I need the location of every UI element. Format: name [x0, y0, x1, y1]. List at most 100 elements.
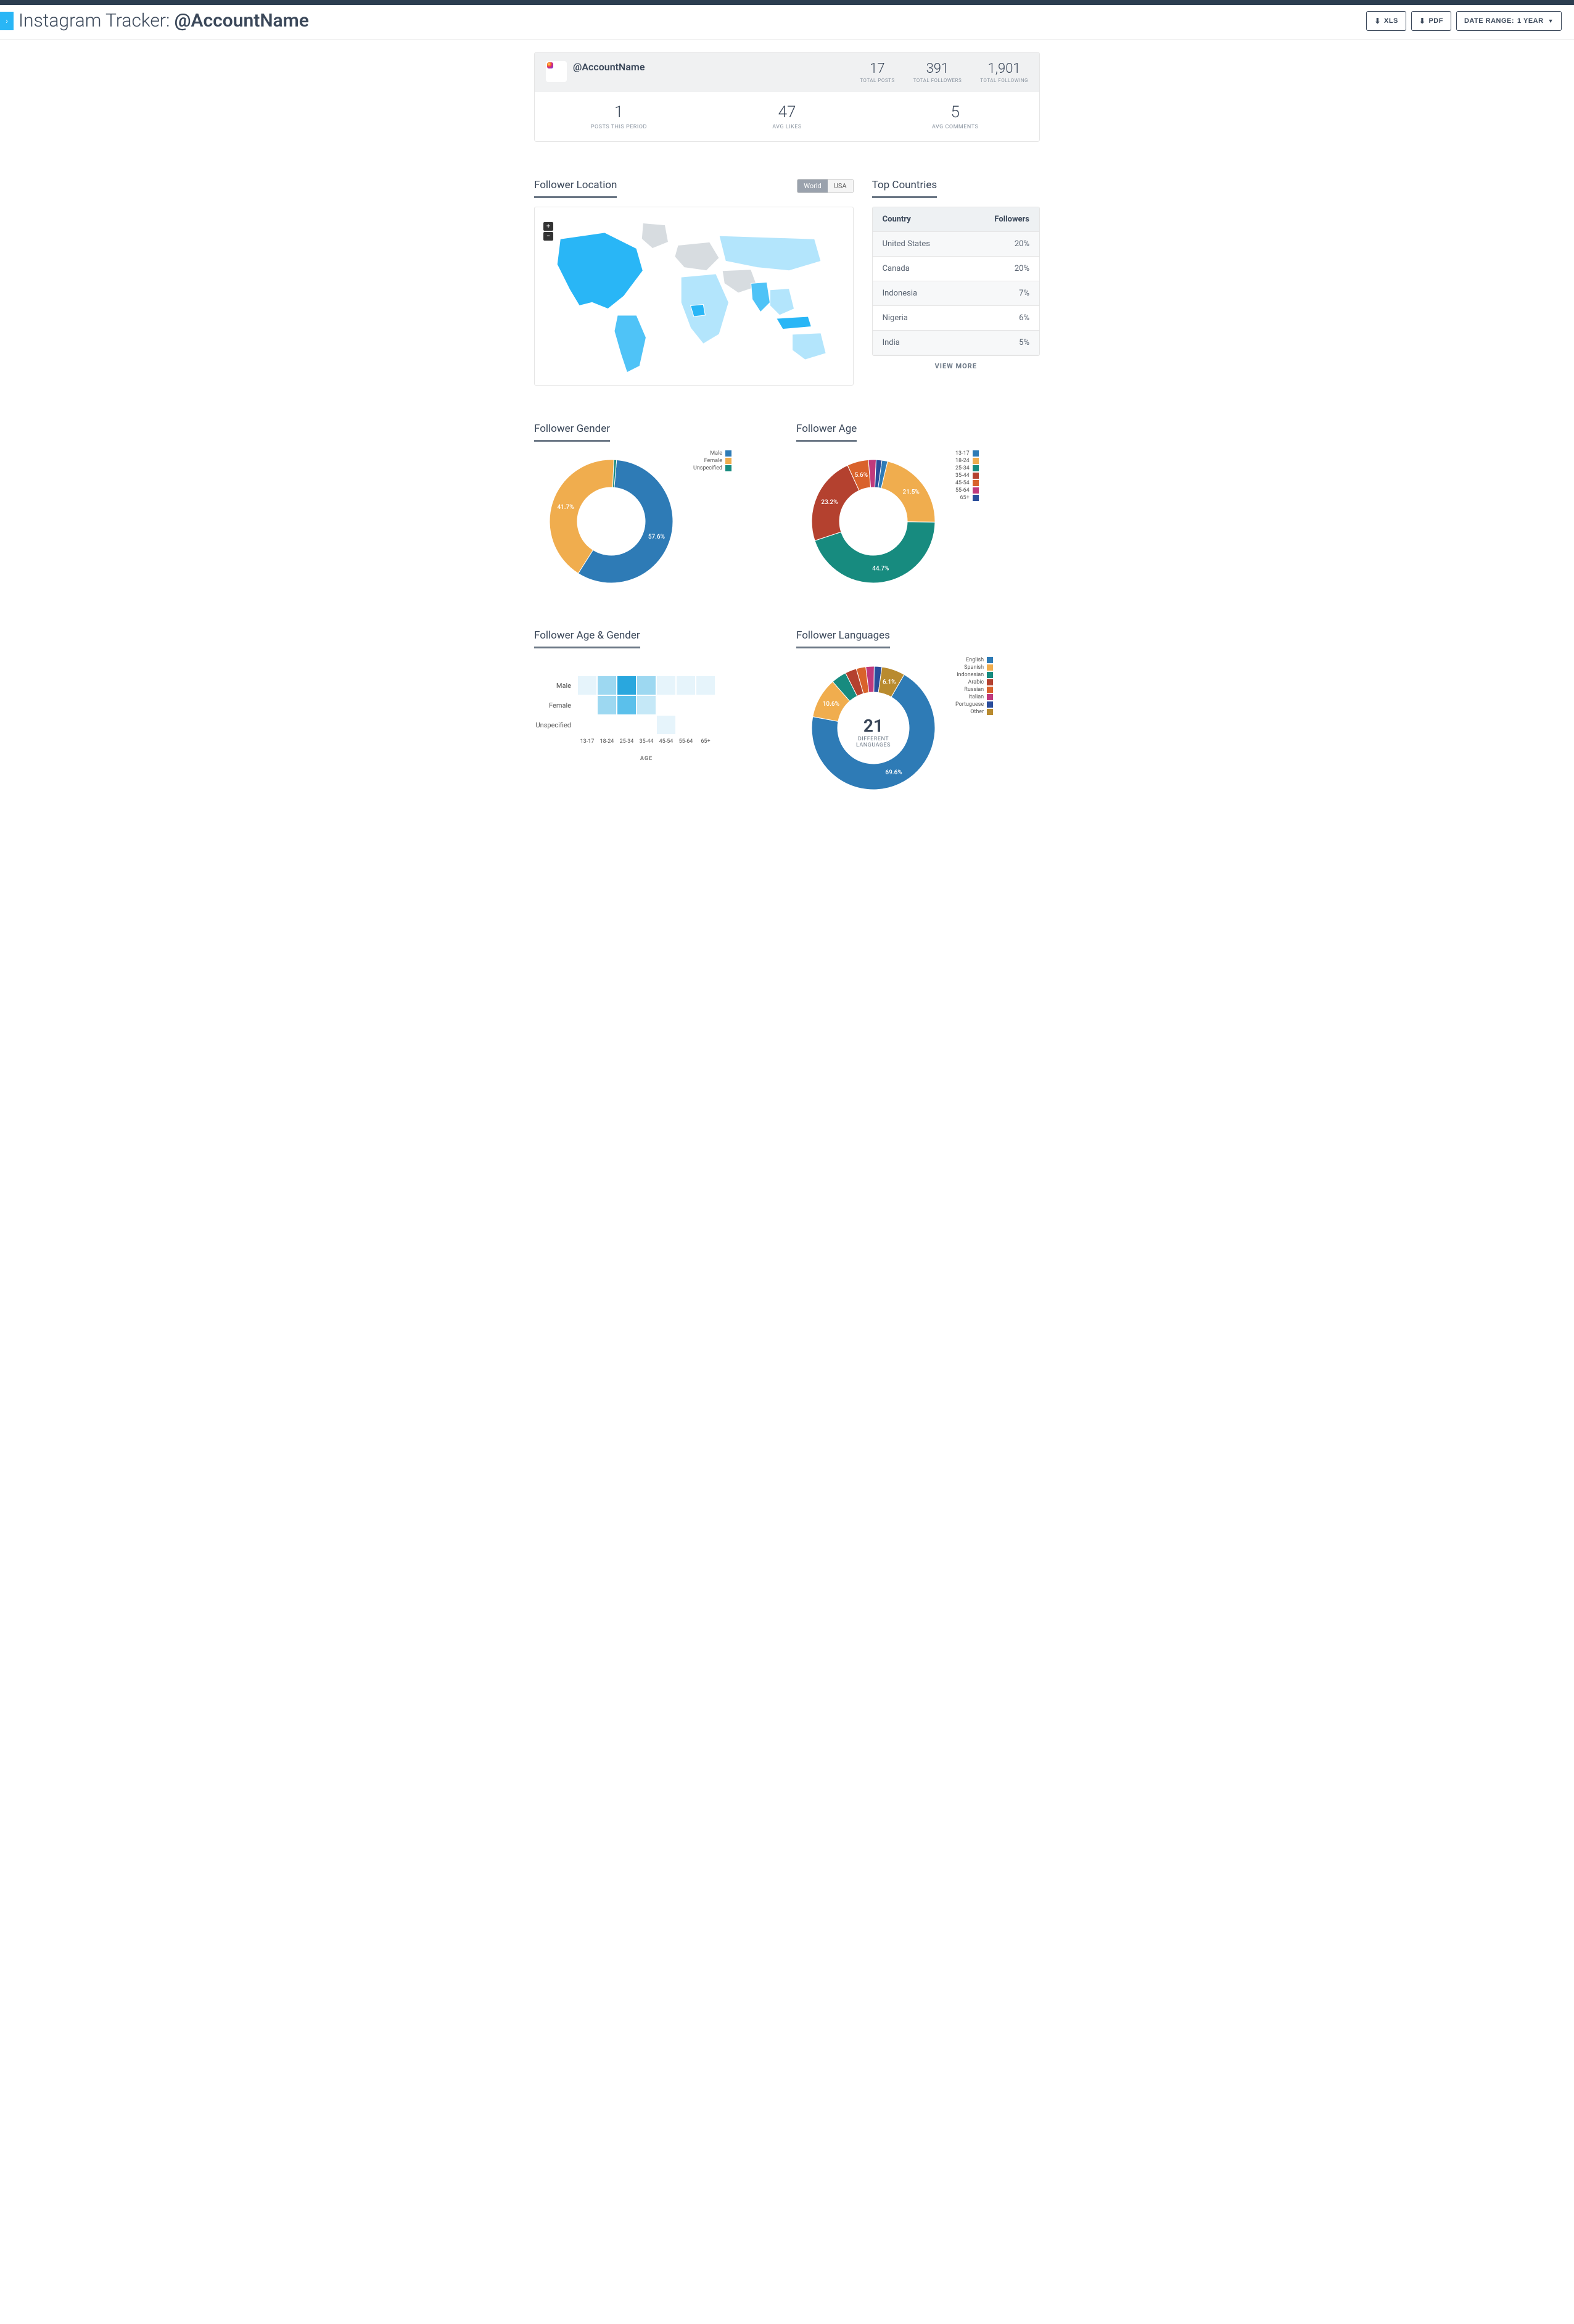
stat-label: TOTAL POSTS	[860, 78, 894, 83]
page-title-prefix: Instagram Tracker:	[19, 10, 170, 31]
legend-label: 55-64	[955, 487, 970, 494]
stat-label: AVG COMMENTS	[871, 124, 1039, 130]
stat-label: TOTAL FOLLOWERS	[913, 78, 962, 83]
heatmap-row: Unspecified	[534, 715, 778, 735]
slice-label: 41.7%	[557, 504, 574, 511]
heatmap-x-label: 18-24	[597, 738, 617, 745]
slice-label: 5.6%	[855, 472, 868, 479]
country-name: India	[883, 338, 1020, 347]
follower-languages-title: Follower Languages	[796, 629, 890, 648]
heatmap-cell	[696, 695, 715, 715]
map-region	[777, 316, 812, 329]
legend-swatch	[725, 465, 731, 471]
summary-header: @AccountName 17TOTAL POSTS391TOTAL FOLLO…	[535, 52, 1039, 92]
legend-label: English	[966, 657, 984, 663]
col-country: Country	[883, 215, 995, 224]
export-xls-button[interactable]: ⬇ XLS	[1366, 11, 1406, 31]
stat-value: 1	[535, 103, 703, 122]
date-range-label: DATE RANGE:	[1464, 17, 1514, 25]
summary-stat: 17TOTAL POSTS	[860, 61, 894, 83]
legend-item: 45-54	[955, 480, 979, 486]
legend-item: 55-64	[955, 487, 979, 494]
heatmap-cell	[577, 715, 597, 735]
map-toggle-usa[interactable]: USA	[828, 180, 853, 192]
age-legend: 13-1718-2425-3435-4445-5455-6465+	[955, 450, 979, 592]
legend-swatch	[725, 458, 731, 464]
view-more-button[interactable]: VIEW MORE	[872, 356, 1040, 376]
map-region	[719, 236, 821, 271]
country-name: United States	[883, 239, 1015, 249]
legend-label: 13-17	[955, 450, 970, 457]
legend-swatch	[987, 672, 993, 678]
slice-label: 44.7%	[872, 566, 889, 573]
slice-label: 57.6%	[648, 534, 665, 540]
followers-pct: 7%	[1019, 289, 1029, 298]
legend-swatch	[987, 701, 993, 708]
legend-swatch	[973, 487, 979, 494]
legend-label: Unspecified	[693, 465, 722, 471]
heatmap-x-label: 35-44	[637, 738, 656, 745]
heatmap-cell	[656, 715, 676, 735]
slice-label: 69.6%	[885, 769, 902, 776]
period-stat: 47 AVG LIKES	[703, 92, 871, 141]
map-region	[641, 223, 668, 248]
legend-item: Portuguese	[955, 701, 993, 708]
heatmap-x-label: 25-34	[617, 738, 637, 745]
follower-gender-title: Follower Gender	[534, 423, 610, 442]
world-map[interactable]: + −	[534, 207, 854, 386]
heatmap-axis-title: AGE	[577, 756, 715, 762]
sidebar-toggle-button[interactable]: ›	[0, 12, 14, 30]
slice-label: 6.1%	[883, 679, 896, 685]
legend-label: 65+	[960, 495, 970, 501]
account-handle: @AccountName	[573, 61, 645, 73]
map-zoom-in-button[interactable]: +	[543, 222, 553, 231]
stat-label: TOTAL FOLLOWING	[980, 78, 1028, 83]
table-row: India5%	[873, 331, 1039, 355]
stat-value: 17	[860, 61, 894, 77]
period-stat: 1 POSTS THIS PERIOD	[535, 92, 703, 141]
gender-legend: MaleFemaleUnspecified	[693, 450, 731, 592]
table-row: Indonesia7%	[873, 281, 1039, 306]
languages-donut-chart: 69.6%10.6%6.1% 21 DIFFERENT LANGUAGES En…	[796, 657, 1040, 799]
country-name: Canada	[883, 264, 1015, 273]
stat-value: 1,901	[980, 61, 1028, 77]
slice-label: 23.2%	[821, 499, 838, 506]
age-gender-heatmap: MaleFemaleUnspecified13-1718-2425-3435-4…	[534, 676, 778, 762]
stat-label: AVG LIKES	[703, 124, 871, 130]
map-toggle-world[interactable]: World	[797, 180, 827, 192]
legend-label: Female	[704, 458, 722, 464]
legend-item: Russian	[955, 687, 993, 693]
legend-swatch	[987, 709, 993, 715]
export-pdf-button[interactable]: ⬇ PDF	[1411, 11, 1451, 31]
page-title: Instagram Tracker: @AccountName	[19, 10, 1366, 31]
legend-label: Italian	[969, 694, 984, 700]
legend-swatch	[973, 473, 979, 479]
followers-pct: 20%	[1015, 264, 1029, 273]
chevron-right-icon: ›	[6, 17, 8, 25]
map-region	[675, 242, 719, 270]
legend-swatch	[725, 450, 731, 457]
heatmap-cell	[597, 676, 617, 695]
map-region	[557, 233, 643, 309]
legend-swatch	[987, 664, 993, 671]
map-scope-toggle[interactable]: World USA	[797, 179, 853, 193]
gender-donut-chart: 57.6% 41.7% MaleFemaleUnspecified	[534, 450, 778, 592]
heatmap-y-label: Unspecified	[534, 721, 577, 729]
stat-value: 47	[703, 103, 871, 122]
date-range-button[interactable]: DATE RANGE: 1 YEAR ▼	[1456, 11, 1562, 31]
heatmap-cell	[676, 695, 696, 715]
period-stat: 5AVG COMMENTS	[871, 92, 1039, 141]
legend-swatch	[973, 495, 979, 501]
legend-swatch	[987, 687, 993, 693]
legend-item: English	[955, 657, 993, 663]
slice-label: 10.6%	[823, 701, 839, 708]
map-region	[614, 315, 646, 373]
legend-label: 45-54	[955, 480, 970, 486]
map-zoom-out-button[interactable]: −	[543, 232, 553, 241]
legend-item: Other	[955, 709, 993, 715]
heatmap-cell	[577, 676, 597, 695]
legend-item: 35-44	[955, 473, 979, 479]
world-map-svg	[541, 213, 847, 379]
stat-label: POSTS THIS PERIOD	[535, 124, 703, 130]
heatmap-x-label: 45-54	[656, 738, 676, 745]
